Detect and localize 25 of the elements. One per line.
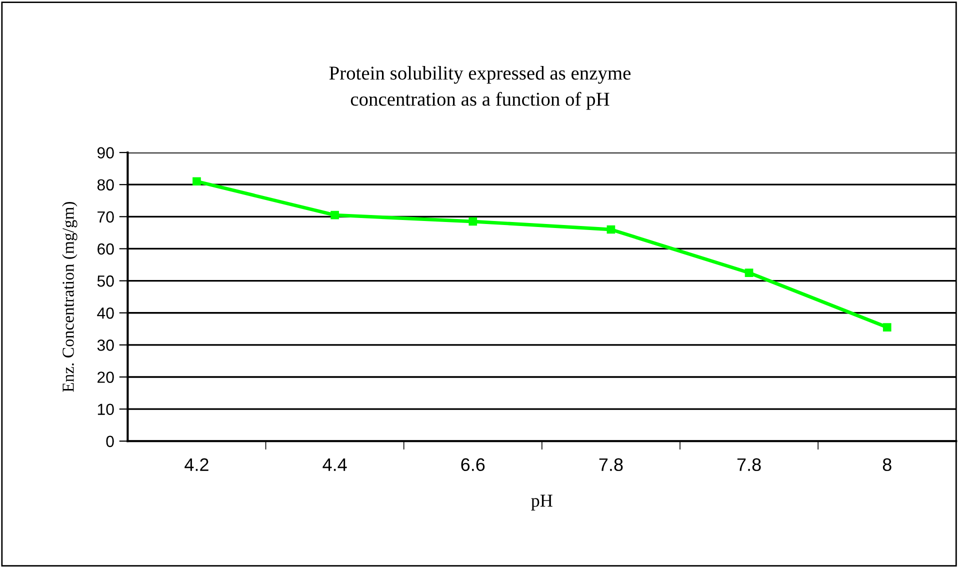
y-tick-label: 10 — [98, 404, 114, 416]
point — [744, 268, 754, 277]
y-tick-label: 90 — [97, 147, 114, 158]
point — [192, 177, 201, 186]
y-tick-label: 80 — [97, 179, 114, 191]
y-axis-title: Enz. Concentration (mg/gm) — [62, 202, 78, 392]
y-tick-label: 70 — [98, 211, 114, 223]
y-tick-label: 0 — [106, 436, 114, 448]
point — [606, 225, 616, 234]
point — [330, 210, 339, 220]
y-tick-label: 20 — [98, 372, 114, 383]
x-tick-label: 7.8 — [599, 458, 623, 472]
chart-title: Protein solubility expressed as enzyme concentration as a function of pH — [329, 66, 631, 110]
x-tick-label: 6.6 — [461, 458, 485, 472]
y-tick-label: 40 — [97, 307, 114, 319]
y-tick-label: 30 — [97, 340, 114, 351]
x-tick-label: 7.8 — [737, 458, 761, 472]
point — [882, 323, 892, 332]
y-tick-label: 60 — [98, 243, 114, 255]
x-tick-label: 4.4 — [322, 458, 347, 471]
point — [468, 217, 478, 226]
x-tick-label: 4.2 — [184, 458, 208, 471]
x-axis-title: pH — [531, 494, 552, 510]
x-tick-label: 8 — [882, 458, 892, 472]
y-tick-label: 50 — [97, 275, 114, 287]
